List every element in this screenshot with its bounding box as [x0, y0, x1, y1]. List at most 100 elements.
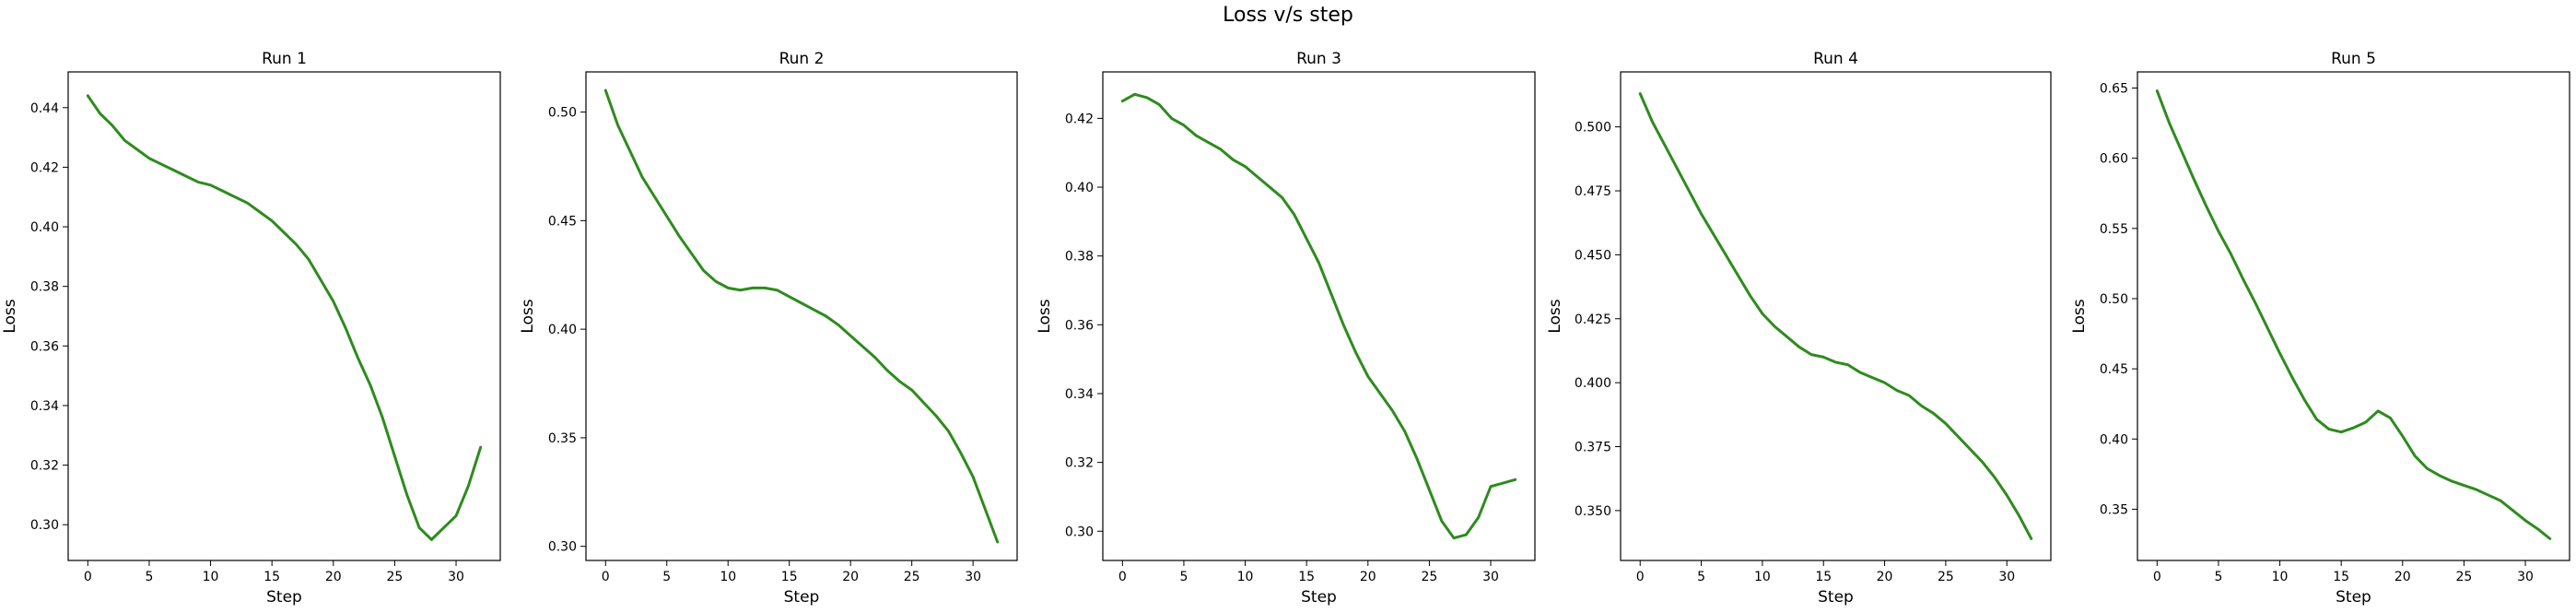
data-point: [997, 541, 999, 543]
y-tick-label: 0.34: [30, 399, 59, 414]
x-tick-label: 20: [1877, 570, 1893, 584]
data-point: [1639, 92, 1641, 94]
data-point: [1786, 336, 1787, 337]
data-point: [923, 402, 925, 404]
data-point: [320, 279, 322, 281]
data-point: [2315, 418, 2317, 420]
x-axis-label: Step: [1301, 588, 1337, 607]
data-point: [861, 346, 863, 348]
x-tick-label: 30: [1482, 570, 1499, 584]
data-point: [984, 508, 986, 510]
data-point: [2500, 500, 2501, 501]
data-point: [1232, 159, 1234, 160]
data-point: [715, 280, 717, 282]
data-point: [702, 269, 704, 271]
data-point: [739, 289, 741, 291]
data-point: [2031, 537, 2032, 539]
data-point: [1465, 534, 1467, 536]
x-tick-label: 15: [781, 570, 798, 584]
data-point: [296, 243, 298, 245]
data-point: [1428, 489, 1430, 490]
data-point: [185, 175, 187, 177]
x-tick-label: 20: [325, 570, 342, 584]
chart-panel-5: Run 5 0 5 10 15 20 25 30 0.35 0.40 0.45 0.50 0.55 0.6…: [2070, 50, 2570, 607]
x-axis-label: Step: [1818, 588, 1854, 607]
y-tick-label: 0.400: [1575, 376, 1611, 391]
data-point: [874, 357, 876, 359]
data-point: [271, 219, 273, 221]
x-tick-label: 0: [2153, 570, 2161, 584]
data-point: [2266, 327, 2268, 329]
y-tick-label: 0.30: [30, 518, 59, 533]
y-tick-label: 0.38: [1065, 250, 1094, 265]
data-point: [123, 139, 125, 141]
data-point: [2488, 494, 2489, 496]
x-tick-label: 5: [2214, 570, 2222, 584]
y-tick-label: 0.65: [2100, 82, 2128, 97]
y-tick-label: 0.350: [1575, 504, 1611, 519]
x-tick-label: 0: [84, 570, 92, 584]
x-tick-label: 15: [1298, 570, 1315, 584]
data-point: [99, 112, 100, 114]
y-axis-label: Loss: [1036, 299, 1054, 333]
data-point: [1822, 356, 1824, 358]
chart-title: Run 5: [2331, 50, 2376, 68]
loss-line: [86, 94, 483, 541]
loss-line: [1120, 92, 1517, 540]
data-point: [2303, 398, 2305, 400]
data-point: [479, 446, 481, 448]
data-point: [1762, 312, 1763, 314]
y-tick-label: 0.32: [1065, 456, 1094, 471]
data-point: [2536, 528, 2538, 530]
x-axis-label: Step: [266, 588, 302, 607]
data-point: [947, 430, 949, 432]
data-point: [369, 383, 371, 385]
data-point: [406, 494, 408, 496]
data-point: [1957, 435, 1959, 437]
data-point: [653, 195, 655, 197]
data-point: [1146, 97, 1148, 99]
x-axis-label: Step: [2336, 588, 2371, 607]
data-point: [1932, 412, 1934, 414]
x-tick-label: 30: [2517, 570, 2534, 584]
data-point: [2451, 480, 2453, 482]
data-point: [2291, 376, 2293, 378]
data-point: [1994, 477, 1996, 478]
x-axis-label: Step: [784, 588, 820, 607]
data-point: [2018, 514, 2020, 516]
data-point: [1749, 295, 1751, 297]
data-point: [1354, 351, 1356, 353]
x-tick-label: 10: [1237, 570, 1254, 584]
x-tick-label: 10: [2272, 570, 2289, 584]
y-tick-label: 0.40: [2100, 432, 2128, 447]
data-point: [2389, 417, 2391, 418]
chart-panel-4: Run 4 0 5 10 15 20 25 30 0.350 0.375 0.400 0.425 0.4…: [1546, 50, 2052, 607]
y-tick-label: 0.30: [1065, 525, 1094, 539]
data-point: [308, 258, 310, 260]
plot-frame: [585, 71, 1018, 561]
x-tick-label: 10: [203, 570, 219, 584]
data-point: [1883, 382, 1885, 383]
y-tick-label: 0.60: [2100, 152, 2128, 167]
data-point: [789, 296, 790, 298]
data-point: [259, 211, 261, 213]
data-point: [111, 124, 113, 126]
data-point: [2439, 475, 2441, 477]
data-point: [148, 158, 150, 159]
plot-frame: [67, 71, 501, 561]
loss-line: [603, 88, 1000, 544]
x-tick-label: 5: [145, 570, 153, 584]
y-axis-label: Loss: [519, 299, 537, 333]
data-point: [2402, 435, 2404, 437]
y-tick-label: 0.50: [548, 106, 577, 121]
data-point: [1502, 482, 1504, 484]
data-point: [2476, 489, 2477, 490]
data-point: [813, 309, 814, 311]
data-point: [283, 231, 285, 233]
data-point: [1294, 214, 1295, 216]
data-point: [2377, 410, 2379, 412]
x-tick-label: 25: [2456, 570, 2473, 584]
x-tick-label: 5: [1697, 570, 1705, 584]
y-tick-label: 0.450: [1575, 248, 1611, 263]
data-point: [1257, 176, 1259, 178]
